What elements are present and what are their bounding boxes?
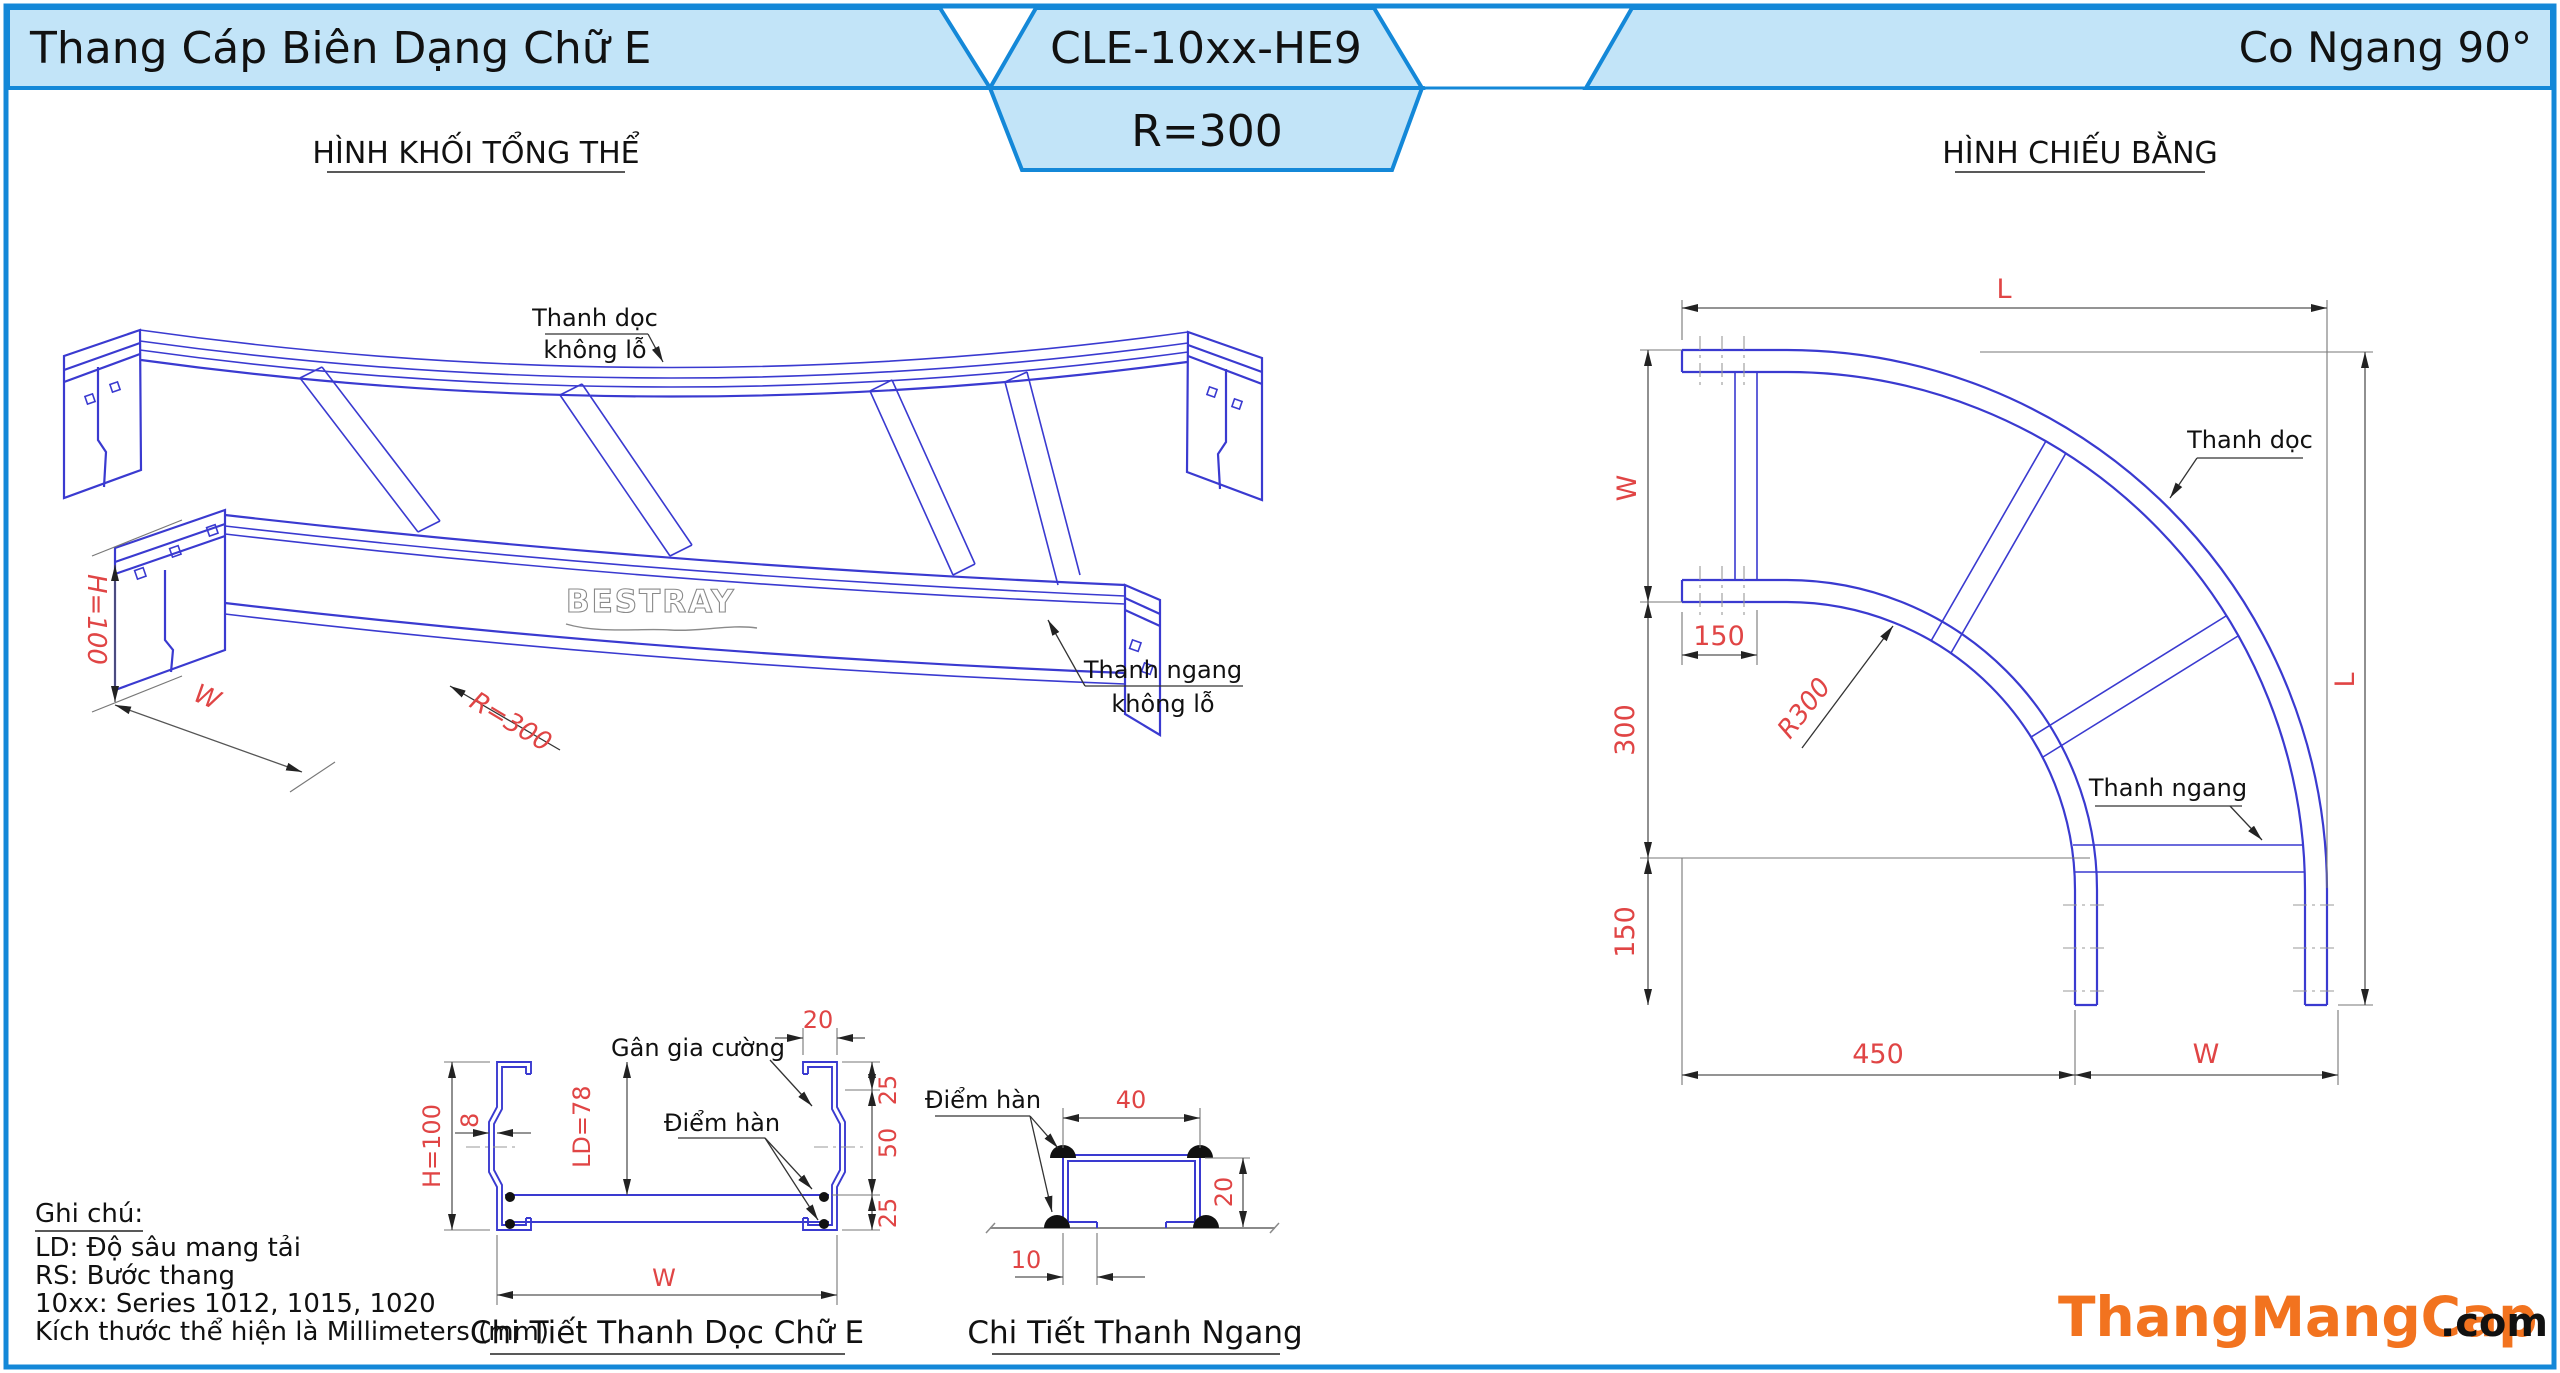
inner-rail-end-faces bbox=[113, 508, 1162, 737]
plan-label-rail: Thanh dọc bbox=[2169, 426, 2313, 499]
plan-dim-150-left: 150 bbox=[1610, 906, 1641, 958]
plan-dim-L-right: L bbox=[2330, 672, 2361, 687]
notes-line4: Kích thước thể hiện là Millimeters (mm) bbox=[35, 1316, 549, 1347]
notes-title: Ghi chú: bbox=[35, 1199, 143, 1229]
bestray-logo: BESTRAY bbox=[566, 584, 736, 620]
plan-hole-ticks bbox=[1699, 336, 2339, 992]
rail-dim-25-bottom: 25 bbox=[874, 1198, 902, 1229]
rung-bars bbox=[299, 366, 1081, 586]
rail-label-weld: Điểm hàn bbox=[664, 1109, 819, 1221]
label-rail-line1: Thanh dọc bbox=[531, 304, 658, 332]
plan-dim-W-left: W bbox=[1612, 475, 1643, 502]
radius-code: R=300 bbox=[1131, 106, 1282, 157]
rail-dim-8: 8 bbox=[456, 1113, 484, 1128]
notes-block: Ghi chú: LD: Độ sâu mang tải RS: Bước th… bbox=[35, 1199, 549, 1347]
header-center-bottom-panel bbox=[987, 86, 1425, 172]
label-rung-line2: không lỗ bbox=[1111, 689, 1214, 718]
rail-dim-20: 20 bbox=[803, 1006, 834, 1034]
rail-label-rib-text: Gân gia cường bbox=[611, 1034, 785, 1062]
rung-dim-10: 10 bbox=[1011, 1246, 1042, 1274]
dim-height-3d: H=100 bbox=[81, 519, 183, 713]
page-border bbox=[3, 3, 2557, 1370]
dim-h100-3d: H=100 bbox=[81, 574, 111, 665]
rail-dim-w: W bbox=[652, 1264, 676, 1292]
rung-detail-title: Chi Tiết Thanh Ngang bbox=[967, 1315, 1302, 1351]
logo-brand: ThangMangCap bbox=[2058, 1285, 2538, 1349]
rung-label-weld: Điểm hàn bbox=[925, 1086, 1059, 1213]
dim-width-3d: W bbox=[114, 679, 336, 793]
plan-label-rail-text: Thanh dọc bbox=[2186, 426, 2313, 454]
dim-r300-3d: R=300 bbox=[464, 686, 556, 758]
inner-rail-curves bbox=[224, 513, 1126, 685]
plan-view-title: HÌNH CHIẾU BẰNG bbox=[1942, 131, 2218, 171]
logo-suffix: .com bbox=[2440, 1300, 2548, 1346]
rail-detail-title: Chi Tiết Thanh Dọc Chữ E bbox=[470, 1315, 864, 1351]
plan-dim-L-top: L bbox=[1996, 274, 2011, 305]
sheet-title-left: Thang Cáp Biên Dạng Chữ E bbox=[29, 23, 651, 74]
rail-dim-50: 50 bbox=[874, 1128, 902, 1159]
logo: ThangMangCap .com bbox=[2058, 1285, 2548, 1349]
rail-detail-dims bbox=[448, 1034, 876, 1299]
rail-dim-25-top: 25 bbox=[874, 1075, 902, 1106]
plan-rails bbox=[1680, 348, 2329, 1007]
overall-view-title: HÌNH KHỐI TỔNG THỂ bbox=[312, 130, 639, 171]
rung-label-weld-text: Điểm hàn bbox=[925, 1086, 1041, 1114]
rung-welds bbox=[1044, 1145, 1219, 1228]
outer-rail-curves bbox=[139, 329, 1189, 398]
plan-dim-300: 300 bbox=[1610, 704, 1641, 756]
bestray-logo-underline bbox=[565, 623, 758, 632]
rail-detail-view: H=100 LD=78 8 20 25 50 25 W Gân gia cườn… bbox=[418, 1006, 902, 1355]
sheet-title-right: Co Ngang 90° bbox=[2239, 23, 2532, 72]
rung-detail-view: 40 20 10 Điểm hàn Chi Tiết Thanh Ngang bbox=[925, 1086, 1303, 1355]
label-rail-3d: Thanh dọc không lỗ bbox=[531, 304, 664, 364]
rail-detail-welds bbox=[505, 1192, 829, 1229]
rail-dim-h100: H=100 bbox=[418, 1104, 446, 1188]
dim-w-3d: W bbox=[189, 679, 226, 717]
plan-extension-lines bbox=[1640, 300, 2373, 1085]
model-code: CLE-10xx-HE9 bbox=[1050, 23, 1362, 74]
rung-detail-dims bbox=[1015, 1114, 1247, 1281]
plan-dimensions bbox=[1644, 304, 2369, 1079]
rung-profile bbox=[1062, 1154, 1201, 1228]
plan-dim-150-top: 150 bbox=[1693, 621, 1745, 652]
outer-rail-end-faces bbox=[62, 328, 1264, 502]
plan-view: L W 150 300 150 450 W L R300 Thanh dọc T… bbox=[1610, 274, 2373, 1085]
rail-detail-profiles bbox=[488, 1061, 846, 1231]
rung-dim-40: 40 bbox=[1116, 1086, 1147, 1114]
dim-radius-3d: R=300 bbox=[449, 685, 561, 758]
rung-dim-20: 20 bbox=[1210, 1177, 1238, 1208]
notes-line2: RS: Bước thang bbox=[35, 1261, 235, 1291]
label-rung-3d: Thanh ngang không lỗ bbox=[1047, 619, 1243, 718]
plan-dim-r300: R300 bbox=[1772, 672, 1837, 744]
header-band: Thang Cáp Biên Dạng Chữ E CLE-10xx-HE9 R… bbox=[6, 6, 2554, 172]
rail-holes bbox=[83, 380, 1244, 676]
plan-label-rung-text: Thanh ngang bbox=[2088, 774, 2247, 802]
notes-line1: LD: Độ sâu mang tải bbox=[35, 1233, 301, 1263]
rung-baseline-breaks bbox=[985, 1222, 1280, 1234]
plan-label-rung: Thanh ngang bbox=[2088, 774, 2263, 841]
overall-3d-view: BESTRAY Thanh dọc không lỗ Thanh ngang k… bbox=[62, 304, 1264, 793]
plan-dim-450: 450 bbox=[1852, 1039, 1904, 1070]
plan-dim-W-bottom: W bbox=[2193, 1039, 2220, 1070]
label-rail-line2: không lỗ bbox=[543, 335, 646, 364]
notes-line3: 10xx: Series 1012, 1015, 1020 bbox=[35, 1289, 436, 1319]
plan-rungs bbox=[1734, 372, 2305, 873]
rail-label-rib: Gân gia cường bbox=[611, 1034, 813, 1107]
rail-detail-ext bbox=[444, 1028, 880, 1305]
header-right-panel bbox=[1582, 6, 2554, 90]
label-rung-line1: Thanh ngang bbox=[1083, 656, 1242, 684]
rail-dim-ld78: LD=78 bbox=[568, 1086, 596, 1169]
rail-label-weld-text: Điểm hàn bbox=[664, 1109, 780, 1137]
plan-dim-radius: R300 bbox=[1772, 625, 1894, 749]
